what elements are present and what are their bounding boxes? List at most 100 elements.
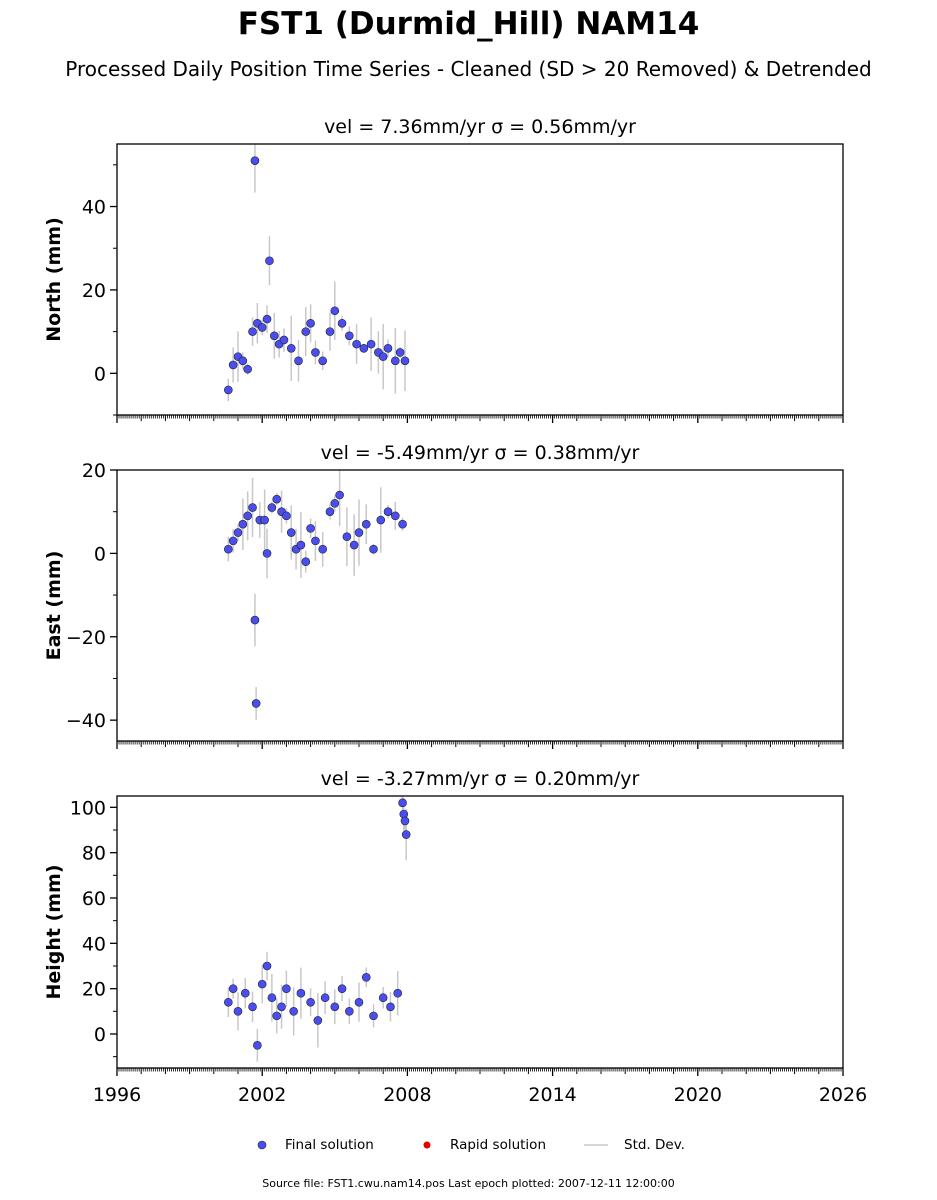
data-point	[262, 961, 272, 971]
data-point	[311, 348, 320, 357]
data-point	[311, 536, 320, 546]
data-point	[342, 532, 352, 542]
data-point	[224, 385, 233, 395]
y-tick-label: 80	[82, 843, 106, 865]
data-point	[228, 536, 238, 546]
data-point	[248, 1002, 257, 1012]
data-point	[390, 356, 400, 366]
data-point	[238, 519, 248, 529]
data-point	[250, 156, 260, 165]
data-point	[390, 511, 400, 521]
y-tick-label: 20	[82, 280, 106, 302]
data-point	[345, 1007, 354, 1016]
data-point	[267, 993, 277, 1003]
y-tick-label: 0	[94, 1024, 106, 1046]
x-tick-label: 1996	[93, 1084, 141, 1106]
data-point	[224, 997, 233, 1007]
y-tick-label: 40	[82, 933, 106, 955]
data-point	[349, 540, 359, 550]
chart-subtitle: Processed Daily Position Time Series - C…	[65, 57, 872, 81]
data-point	[257, 979, 267, 989]
data-point	[337, 318, 347, 328]
panel-north: vel = 7.36mm/yr σ = 0.56mm/yr North (mm) 0…	[43, 116, 844, 423]
data-point	[233, 528, 243, 537]
data-point	[376, 515, 386, 525]
data-point	[253, 1041, 262, 1050]
legend-item-std: Std. Dev.	[584, 1137, 685, 1153]
data-point	[359, 343, 369, 353]
data-point	[366, 339, 376, 349]
final-solution-marker-icon	[257, 1140, 267, 1150]
std-dev-line-icon	[584, 1144, 608, 1146]
data-point	[277, 1002, 286, 1012]
legend-item-final: Final solution	[257, 1137, 374, 1153]
y-axis-label: East (mm)	[43, 551, 65, 661]
data-point	[272, 1011, 282, 1021]
data-layer	[224, 796, 411, 1062]
data-point	[228, 360, 238, 370]
data-point	[400, 816, 410, 826]
data-point	[306, 318, 315, 328]
data-point	[318, 544, 328, 554]
panel-height: vel = -3.27mm/yr σ = 0.20mm/yr Height (mm…	[43, 768, 867, 1106]
data-point	[267, 503, 277, 512]
data-point	[400, 356, 410, 366]
data-point	[286, 343, 296, 353]
data-point	[306, 524, 315, 533]
plot-frame	[116, 143, 844, 416]
data-point	[330, 306, 340, 316]
data-point	[386, 1002, 395, 1012]
x-tick-label: 2002	[238, 1084, 286, 1106]
data-point	[262, 549, 272, 558]
panel-title: vel = -3.27mm/yr σ = 0.20mm/yr	[321, 768, 640, 790]
data-point	[378, 993, 388, 1003]
data-point	[289, 1007, 298, 1016]
data-point	[330, 1002, 340, 1012]
legend-label-std: Std. Dev.	[624, 1137, 685, 1153]
data-point	[361, 519, 371, 529]
panel-title: vel = -5.49mm/yr σ = 0.38mm/yr	[321, 442, 640, 464]
time-series-chart: vel = 7.36mm/yr σ = 0.56mm/yr North (mm) 0…	[43, 116, 867, 1106]
rapid-solution-marker-icon	[423, 1141, 431, 1149]
data-point	[260, 515, 269, 525]
legend-label-final: Final solution	[285, 1137, 374, 1153]
data-point	[224, 544, 233, 554]
data-point	[335, 490, 344, 500]
data-point	[250, 615, 260, 625]
data-point	[228, 984, 238, 993]
legend-label-rapid: Rapid solution	[450, 1137, 546, 1153]
y-tick-label: 60	[82, 888, 106, 910]
x-tick-label: 2008	[383, 1084, 431, 1106]
data-point	[233, 1007, 243, 1016]
data-point	[378, 352, 388, 361]
data-point	[398, 798, 407, 808]
data-point	[354, 997, 364, 1007]
data-point	[369, 544, 378, 554]
data-point	[345, 331, 354, 341]
data-point	[325, 507, 335, 516]
data-point	[354, 528, 364, 537]
data-point	[369, 1011, 378, 1021]
data-point	[286, 528, 296, 537]
data-point	[272, 494, 282, 504]
data-point	[238, 356, 248, 366]
data-point	[306, 997, 315, 1007]
data-point	[313, 1016, 323, 1025]
data-point	[361, 973, 371, 982]
data-layer	[224, 470, 407, 720]
data-point	[248, 503, 257, 512]
data-point	[398, 519, 407, 529]
x-tick-label: 2020	[674, 1084, 722, 1106]
chart-title: FST1 (Durmid_Hill) NAM14	[237, 6, 700, 42]
y-axis-label: North (mm)	[43, 217, 65, 342]
x-tick-label: 2014	[528, 1084, 576, 1106]
data-point	[262, 314, 272, 324]
data-point	[240, 988, 250, 998]
data-point	[269, 331, 279, 341]
data-point	[282, 984, 291, 993]
data-point	[279, 335, 289, 345]
y-tick-label: 20	[82, 460, 106, 482]
y-tick-label: 40	[82, 197, 106, 219]
data-point	[243, 364, 252, 374]
